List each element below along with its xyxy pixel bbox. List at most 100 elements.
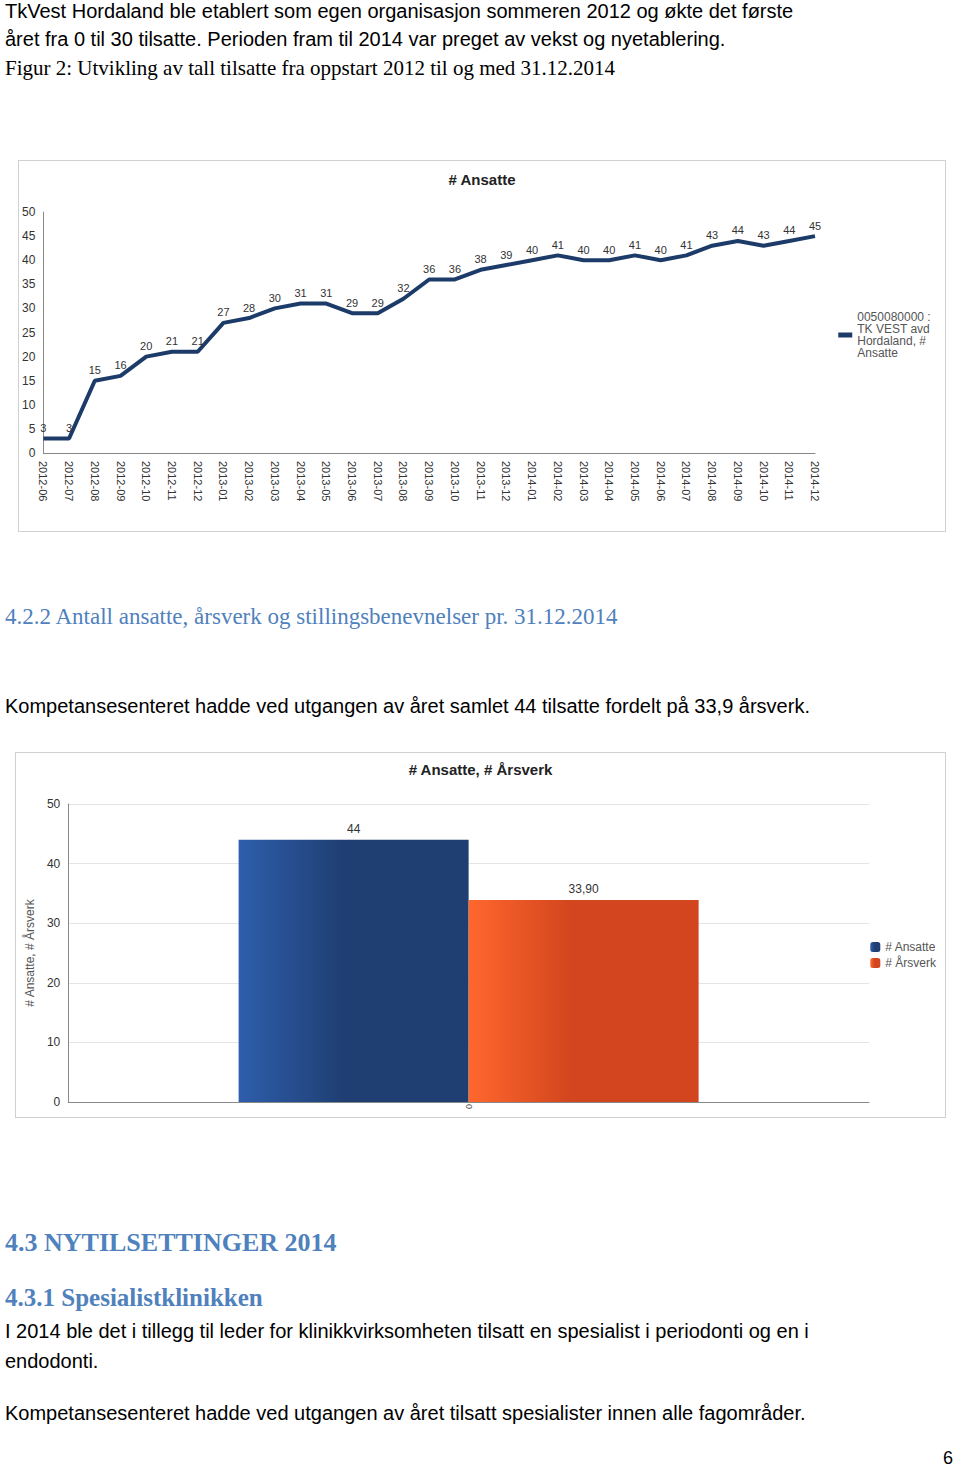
svg-text:20: 20 — [140, 340, 152, 352]
svg-text:2012-10: 2012-10 — [140, 461, 152, 501]
svg-text:2013-06: 2013-06 — [346, 461, 358, 501]
svg-text:41: 41 — [629, 239, 641, 251]
svg-text:30: 30 — [22, 301, 36, 315]
svg-text:36: 36 — [423, 263, 435, 275]
svg-text:2014-07: 2014-07 — [680, 461, 692, 501]
svg-text:40: 40 — [47, 857, 61, 871]
svg-text:45: 45 — [22, 229, 36, 243]
html-text:Figur 2: Utvikling av tall til: Figur 2: Utvikling av tall tilsatte fra … — [5, 56, 616, 80]
svg-text:29: 29 — [372, 297, 384, 309]
svg-text:5: 5 — [29, 422, 36, 436]
svg-text:15: 15 — [22, 374, 36, 388]
html-text:Kompetansesenteret hadde ved u: Kompetansesenteret hadde ved utgangen av… — [5, 695, 810, 717]
svg-text:TK VEST avd: TK VEST avd — [857, 322, 934, 336]
svg-text:20: 20 — [47, 976, 61, 990]
svg-text:2012-12: 2012-12 — [192, 461, 204, 501]
svg-text:2013-10: 2013-10 — [449, 461, 461, 501]
svg-text:Ansatte: Ansatte — [857, 346, 898, 360]
svg-text:2013-08: 2013-08 — [397, 461, 409, 501]
html-text:Kompetansesenteret hadde ved u: Kompetansesenteret hadde ved utgangen av… — [5, 1402, 806, 1424]
svg-text:2014-03: 2014-03 — [578, 461, 590, 501]
svg-text:39: 39 — [500, 249, 512, 261]
svg-text:25: 25 — [22, 326, 36, 340]
svg-text:2013-01: 2013-01 — [217, 461, 229, 501]
svg-text:2012-08: 2012-08 — [89, 461, 101, 501]
svg-text:44: 44 — [347, 822, 361, 836]
svg-text:0050080000 :: 0050080000 : — [857, 310, 934, 324]
svg-text:0: 0 — [54, 1095, 61, 1109]
svg-text:40: 40 — [577, 244, 589, 256]
svg-text:2012-06: 2012-06 — [37, 461, 49, 501]
svg-text:21: 21 — [192, 335, 204, 347]
html-text:I 2014 ble det i tillegg til l: I 2014 ble det i tillegg til leder for k… — [5, 1320, 809, 1342]
svg-text:45: 45 — [809, 220, 821, 232]
svg-text:50: 50 — [47, 797, 61, 811]
html-text:4.2.2 Antall ansatte, årsverk: 4.2.2 Antall ansatte, årsverk og stillin… — [5, 604, 618, 629]
svg-text:# Ansatte, # Årsverk: # Ansatte, # Årsverk — [409, 761, 553, 778]
svg-text:31: 31 — [320, 287, 332, 299]
svg-text:2014-04: 2014-04 — [603, 461, 615, 501]
html-text:4.3.1 Spesialistklinikken: 4.3.1 Spesialistklinikken — [5, 1284, 263, 1311]
svg-text:30: 30 — [47, 916, 61, 930]
svg-text:41: 41 — [680, 239, 692, 251]
svg-text:40: 40 — [655, 244, 667, 256]
html-text:endodonti.: endodonti. — [5, 1350, 99, 1372]
svg-text:43: 43 — [757, 229, 769, 241]
svg-text:15: 15 — [89, 364, 101, 376]
svg-text:31: 31 — [294, 287, 306, 299]
svg-text:2012-11: 2012-11 — [166, 461, 178, 501]
svg-text:0: 0 — [29, 446, 36, 460]
svg-text:40: 40 — [526, 244, 538, 256]
svg-text:50: 50 — [22, 205, 36, 219]
svg-text:2013-09: 2013-09 — [423, 461, 435, 501]
svg-text:10: 10 — [22, 398, 36, 412]
svg-text:2013-07: 2013-07 — [372, 461, 384, 501]
svg-text:2012-07: 2012-07 — [63, 461, 75, 501]
svg-text:40: 40 — [603, 244, 615, 256]
svg-text:44: 44 — [783, 224, 795, 236]
svg-text:2014-01: 2014-01 — [526, 461, 538, 501]
svg-text:# Ansatte: # Ansatte — [885, 940, 935, 954]
svg-text:2014-05: 2014-05 — [629, 461, 641, 501]
svg-text:2014-11: 2014-11 — [783, 461, 795, 501]
svg-text:44: 44 — [732, 224, 744, 236]
svg-text:21: 21 — [166, 335, 178, 347]
svg-text:2013-12: 2013-12 — [500, 461, 512, 501]
html-text:TkVest Hordaland ble etablert: TkVest Hordaland ble etablert som egen o… — [5, 0, 794, 22]
svg-text:2014-02: 2014-02 — [552, 461, 564, 501]
svg-text:2014-06: 2014-06 — [655, 461, 667, 501]
svg-text:2014-09: 2014-09 — [732, 461, 744, 501]
svg-text:38: 38 — [474, 253, 486, 265]
svg-text:40: 40 — [22, 253, 36, 267]
svg-text:2013-04: 2013-04 — [295, 461, 307, 501]
svg-text:33,90: 33,90 — [569, 882, 599, 896]
svg-text:35: 35 — [22, 277, 36, 291]
svg-text:2013-02: 2013-02 — [243, 461, 255, 501]
svg-text:2014-08: 2014-08 — [706, 461, 718, 501]
svg-text:28: 28 — [243, 302, 255, 314]
svg-text:# Ansatte: # Ansatte — [449, 171, 516, 188]
svg-text:2014-12: 2014-12 — [809, 461, 821, 501]
svg-text:3: 3 — [66, 422, 72, 434]
svg-text:43: 43 — [706, 229, 718, 241]
svg-text:2013-11: 2013-11 — [475, 461, 487, 501]
svg-text:10: 10 — [47, 1035, 61, 1049]
html-text:året fra 0 til 30 tilsatte. Pe: året fra 0 til 30 tilsatte. Perioden fra… — [5, 28, 726, 50]
svg-text:27: 27 — [217, 306, 229, 318]
svg-text:3: 3 — [40, 422, 46, 434]
svg-text:16: 16 — [114, 359, 126, 371]
svg-text:# Årsverk: # Årsverk — [885, 955, 937, 970]
svg-text:41: 41 — [552, 239, 564, 251]
svg-text:# Ansatte, # Årsverk: # Ansatte, # Årsverk — [22, 898, 37, 1006]
svg-text:29: 29 — [346, 297, 358, 309]
svg-text:2014-10: 2014-10 — [758, 461, 770, 501]
svg-text:2013-05: 2013-05 — [320, 461, 332, 501]
svg-text:2012-09: 2012-09 — [115, 461, 127, 501]
svg-text:20: 20 — [22, 350, 36, 364]
svg-text:36: 36 — [449, 263, 461, 275]
svg-text:32: 32 — [397, 282, 409, 294]
html-text:4.3 NYTILSETTINGER 2014: 4.3 NYTILSETTINGER 2014 — [5, 1228, 337, 1257]
svg-text:2013-03: 2013-03 — [269, 461, 281, 501]
svg-text:30: 30 — [269, 292, 281, 304]
svg-text:0: 0 — [464, 1104, 474, 1109]
